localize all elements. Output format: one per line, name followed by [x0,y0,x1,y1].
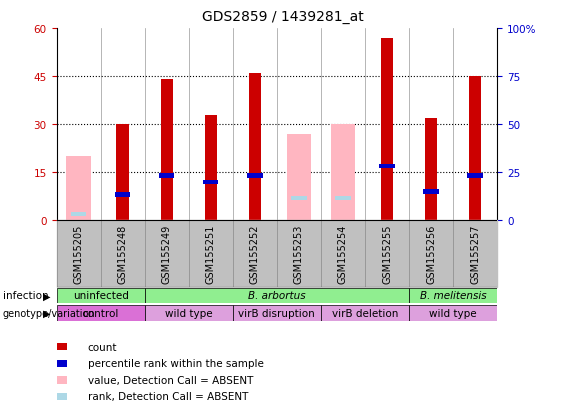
Text: wild type: wild type [429,309,477,318]
Bar [247,174,263,178]
Bar [381,38,393,221]
Text: GSM155252: GSM155252 [250,224,260,284]
Bar [409,288,497,304]
Bar [205,115,217,221]
Text: B. arbortus: B. arbortus [248,291,306,301]
Bar [145,288,409,304]
Bar [56,306,145,321]
Bar [67,157,90,221]
Text: GSM155253: GSM155253 [294,224,304,283]
Text: wild type: wild type [165,309,212,318]
Text: GSM155254: GSM155254 [338,224,348,283]
Text: virB disruption: virB disruption [238,309,315,318]
Bar [467,174,483,178]
Bar [56,288,145,304]
Bar [287,135,311,221]
Bar [379,164,395,169]
Bar [335,196,351,201]
Text: GSM155256: GSM155256 [426,224,436,283]
Bar [116,125,129,221]
Bar [291,196,307,201]
Bar [469,77,481,221]
Text: GDS2859 / 1439281_at: GDS2859 / 1439281_at [202,10,363,24]
Text: GSM155249: GSM155249 [162,224,172,283]
Text: B. melitensis: B. melitensis [420,291,486,301]
Text: ▶: ▶ [42,309,50,318]
Text: count: count [88,342,117,352]
Text: value, Detection Call = ABSENT: value, Detection Call = ABSENT [88,375,253,385]
Text: virB deletion: virB deletion [332,309,398,318]
Text: GSM155205: GSM155205 [73,224,84,283]
Bar [115,193,131,198]
Bar [203,180,219,185]
Text: percentile rank within the sample: percentile rank within the sample [88,358,263,368]
Text: GSM155248: GSM155248 [118,224,128,283]
Text: ▶: ▶ [42,291,50,301]
Text: rank, Detection Call = ABSENT: rank, Detection Call = ABSENT [88,392,248,401]
Bar [160,80,173,221]
Text: GSM155255: GSM155255 [382,224,392,284]
Bar [145,306,233,321]
Text: GSM155251: GSM155251 [206,224,216,283]
Text: infection: infection [3,291,49,301]
Bar [423,190,439,195]
Bar [321,306,409,321]
Text: genotype/variation: genotype/variation [3,309,95,318]
Bar [249,74,261,221]
Text: uninfected: uninfected [73,291,128,301]
Bar [331,125,355,221]
Text: control: control [82,309,119,318]
Bar [71,212,86,217]
Text: GSM155257: GSM155257 [470,224,480,284]
Bar [409,306,497,321]
Bar [159,174,175,178]
Bar [425,119,437,221]
Bar [233,306,321,321]
